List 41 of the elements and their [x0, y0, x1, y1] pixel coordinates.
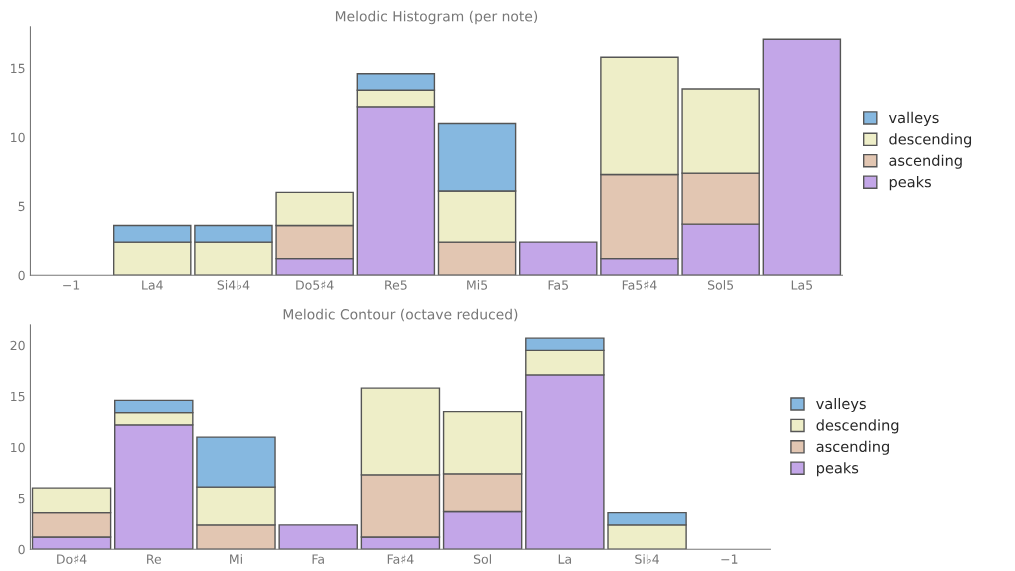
y-tick-label: 15	[11, 63, 25, 74]
y-tick-label: 5	[18, 201, 25, 212]
legend-label: valleys	[888, 111, 939, 126]
x-tick-label: La	[558, 554, 572, 564]
x-tick-label: −1	[63, 280, 80, 290]
legend-label: ascending	[816, 440, 889, 455]
x-tick-label: −1	[721, 554, 738, 564]
x-tick-label: Fa5♯4	[622, 280, 657, 290]
bar	[278, 524, 358, 550]
x-tick-label: Si4♭4	[217, 280, 250, 290]
legend-label: valleys	[816, 397, 866, 413]
x-tick-label: Mi5	[467, 280, 488, 290]
x-tick-label: Re	[147, 554, 162, 564]
y-tick-label: 5	[18, 493, 25, 504]
y-tick-label: 20	[10, 340, 25, 351]
x-tick-label: Fa5	[548, 280, 568, 290]
x-tick-label: Mi	[230, 554, 242, 564]
y-tick-label: 10	[11, 442, 25, 453]
x-tick-label: Re5	[385, 280, 407, 290]
legend-label: descending	[816, 419, 899, 434]
bar	[762, 38, 842, 276]
x-tick-label: Fa♯4	[387, 554, 414, 564]
x-tick-label: Sol5	[707, 280, 734, 290]
legend-label: ascending	[889, 154, 962, 169]
bar	[518, 241, 598, 276]
y-tick-label: 0	[18, 544, 25, 555]
x-tick-label: La4	[142, 280, 163, 290]
x-tick-label: Do♯4	[57, 554, 87, 564]
x-tick-label: Sol	[473, 554, 491, 564]
x-tick-label: Si♭4	[635, 554, 659, 564]
y-tick-label: 0	[18, 270, 25, 281]
x-tick-label: Do5♯4	[296, 280, 334, 290]
legend-label: peaks	[889, 176, 931, 191]
y-tick-label: 10	[11, 132, 25, 143]
y-tick-label: 15	[11, 391, 25, 402]
legend-label: peaks	[817, 462, 859, 477]
x-tick-label: La5	[791, 280, 813, 290]
legend-label: descending	[889, 133, 972, 148]
x-tick-label: Fa	[312, 554, 324, 564]
chart-title: Melodic Histogram (per note)	[335, 10, 538, 25]
chart-title: Melodic Contour (octave reduced)	[283, 308, 518, 322]
